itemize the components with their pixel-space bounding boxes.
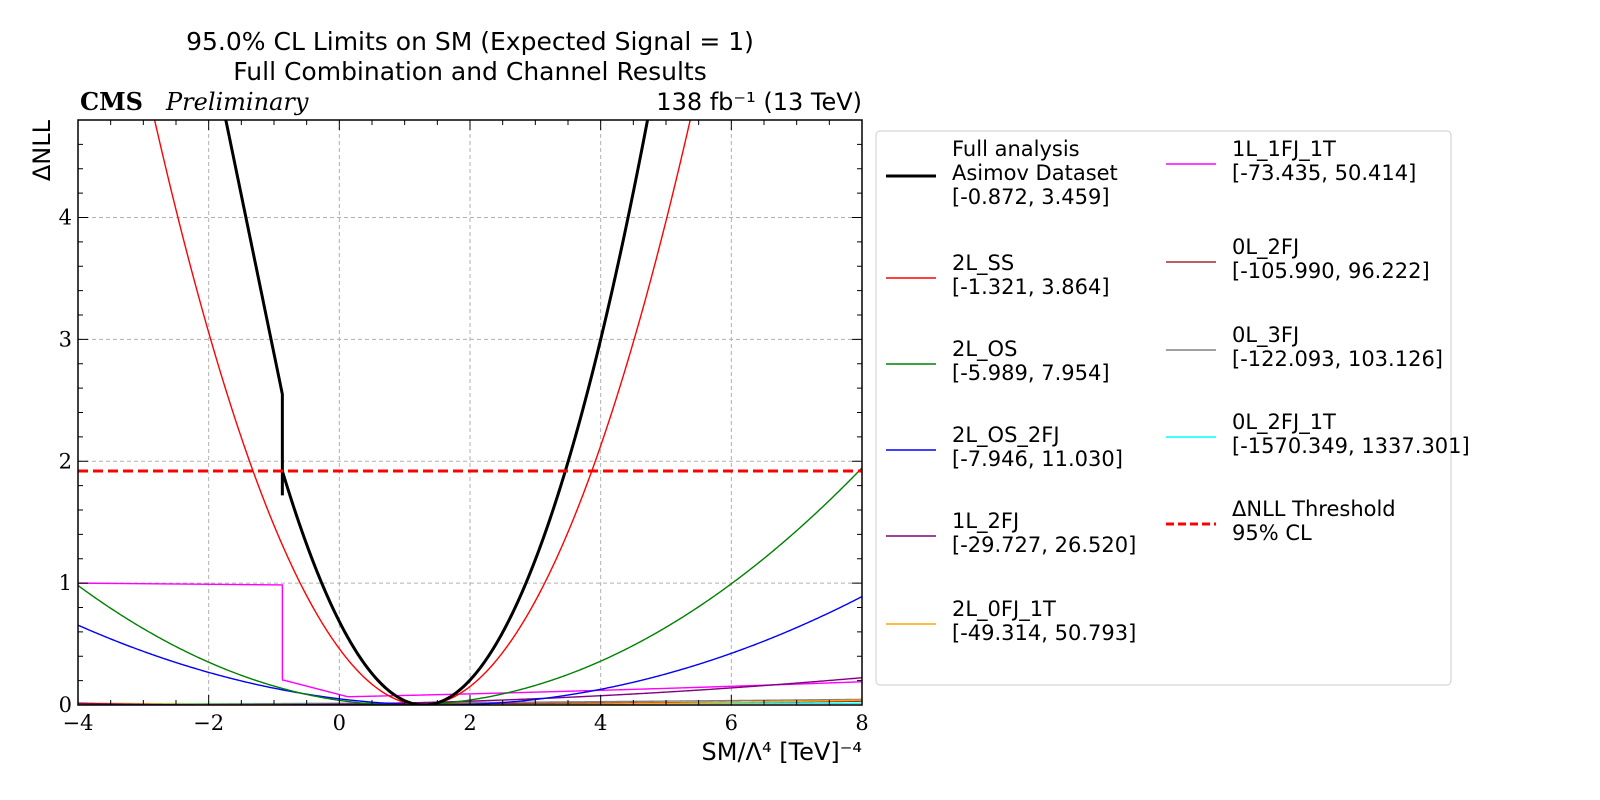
legend-label: 1L_1FJ_1T xyxy=(1232,137,1336,162)
x-tick-label: 4 xyxy=(594,711,607,735)
legend-label: [-0.872, 3.459] xyxy=(952,185,1110,209)
x-tick-label: 0 xyxy=(333,711,346,735)
legend-box xyxy=(875,130,1452,686)
y-tick-label: 3 xyxy=(59,327,72,351)
series-curve xyxy=(153,120,691,705)
legend-label: [-7.946, 11.030] xyxy=(952,447,1123,471)
legend-label: [-1.321, 3.864] xyxy=(952,275,1110,299)
legend-label: [-5.989, 7.954] xyxy=(952,361,1110,385)
legend-label: Full analysis xyxy=(952,137,1080,161)
legend-label: [-73.435, 50.414] xyxy=(1232,161,1416,185)
status-label: Preliminary xyxy=(165,88,309,116)
x-tick-label: −2 xyxy=(193,711,224,735)
legend-label: [-105.990, 96.222] xyxy=(1232,259,1430,283)
x-tick-label: −4 xyxy=(63,711,94,735)
legend-label: 0L_2FJ_1T xyxy=(1232,410,1336,435)
legend-label: [-49.314, 50.793] xyxy=(952,621,1136,645)
y-tick-label: 4 xyxy=(59,206,72,230)
legend-label: 2L_0FJ_1T xyxy=(952,597,1056,622)
legend-label: Asimov Dataset xyxy=(952,161,1118,185)
y-tick-label: 1 xyxy=(59,571,72,595)
y-axis-label: ΔNLL xyxy=(28,119,56,181)
chart-title: 95.0% CL Limits on SM (Expected Signal =… xyxy=(186,27,754,56)
legend-label: 0L_2FJ xyxy=(1232,235,1299,260)
luminosity-label: 138 fb⁻¹ (13 TeV) xyxy=(656,88,862,116)
series-curve xyxy=(224,120,650,705)
legend-label: 2L_OS_2FJ xyxy=(952,423,1060,448)
y-tick-label: 2 xyxy=(59,449,72,473)
grid xyxy=(78,120,862,705)
legend-label: 2L_OS xyxy=(952,337,1017,362)
x-tick-label: 8 xyxy=(855,711,868,735)
legend-label: 1L_2FJ xyxy=(952,509,1019,534)
legend-label: [-29.727, 26.520] xyxy=(952,533,1136,557)
legend-label: 95% CL xyxy=(1232,521,1312,545)
legend-label: ΔNLL Threshold xyxy=(1232,497,1396,521)
y-tick-label: 0 xyxy=(59,693,72,717)
legend-label: [-1570.349, 1337.301] xyxy=(1232,434,1470,458)
legend-label: 2L_SS xyxy=(952,251,1014,276)
x-tick-label: 2 xyxy=(463,711,476,735)
legend-label: 0L_3FJ xyxy=(1232,323,1299,348)
legend-label: [-122.093, 103.126] xyxy=(1232,347,1443,371)
ticks: −4 −2 0 2 4 6 8 0 1 2 3 4 xyxy=(59,119,869,735)
experiment-label: CMS xyxy=(80,87,143,116)
x-axis-label: SM/Λ⁴ [TeV]⁻⁴ xyxy=(702,738,862,766)
x-tick-label: 6 xyxy=(725,711,738,735)
chart-subtitle: Full Combination and Channel Results xyxy=(233,57,706,86)
